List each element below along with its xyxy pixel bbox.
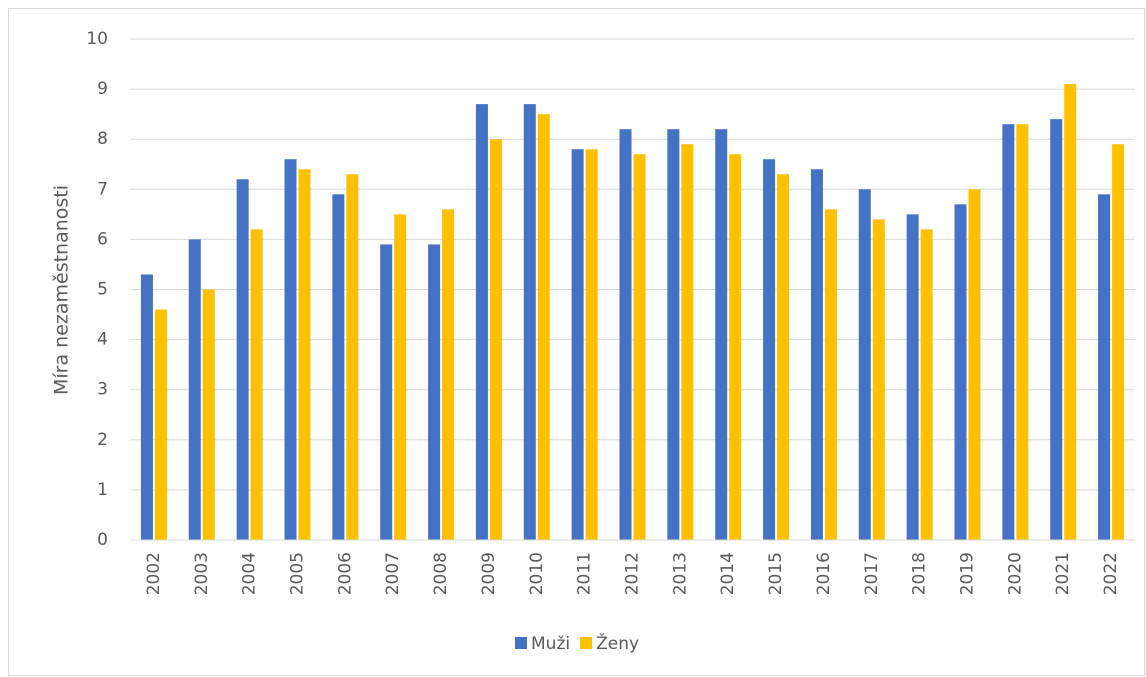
x-tick-label: 2007: [383, 552, 403, 595]
x-tick-label: 2005: [288, 552, 308, 595]
bar: [332, 194, 345, 540]
y-tick-label: 8: [97, 129, 108, 149]
bar: [777, 174, 790, 540]
y-tick-label: 5: [97, 280, 108, 300]
y-tick-label: 9: [97, 79, 108, 99]
x-tick-label: 2013: [670, 552, 690, 595]
bar: [906, 214, 919, 540]
bar: [810, 169, 823, 540]
bar: [585, 149, 598, 540]
bar: [715, 129, 728, 540]
x-tick-label: 2010: [527, 552, 547, 595]
bar: [284, 159, 297, 541]
bar: [250, 229, 263, 540]
y-tick-label: 6: [97, 229, 108, 249]
bar: [920, 229, 933, 540]
bar: [475, 104, 488, 540]
legend-label: Muži: [531, 634, 570, 654]
x-tick-label: 2017: [862, 552, 882, 595]
bar: [667, 129, 680, 540]
y-tick-label: 4: [97, 330, 108, 350]
bar: [729, 154, 742, 541]
x-tick-label: 2012: [623, 552, 643, 595]
bar: [763, 159, 776, 541]
bar: [1016, 124, 1029, 541]
bar: [346, 174, 359, 540]
x-tick-label: 2020: [1005, 552, 1025, 595]
y-tick-label: 2: [97, 430, 108, 450]
bar: [489, 139, 502, 540]
x-tick-label: 2002: [144, 552, 164, 595]
y-axis-title: Míra nezaměstnanosti: [51, 185, 73, 395]
y-tick-label: 7: [97, 179, 108, 199]
bar: [633, 154, 646, 541]
y-tick-label: 0: [97, 530, 108, 550]
y-tick-label: 10: [86, 29, 108, 49]
bar: [968, 189, 981, 541]
legend-swatch: [580, 637, 593, 649]
legend-label: Ženy: [596, 632, 639, 654]
legend-swatch: [515, 637, 527, 649]
x-tick-label: 2006: [335, 552, 355, 595]
bar: [140, 274, 153, 540]
bar: [1050, 119, 1063, 540]
x-tick-label: 2004: [240, 552, 260, 595]
bar: [380, 244, 393, 540]
bar: [442, 209, 455, 540]
y-tick-label: 1: [97, 480, 108, 500]
x-tick-label: 2011: [575, 552, 595, 595]
bar: [571, 149, 584, 540]
x-tick-label: 2009: [479, 552, 499, 595]
bar: [1064, 84, 1077, 540]
bar: [1002, 124, 1015, 541]
x-tick-label: 2015: [766, 552, 786, 595]
x-tick-label: 2022: [1101, 552, 1121, 595]
bar: [1112, 144, 1125, 540]
x-tick-label: 2003: [192, 552, 212, 595]
x-tick-label: 2018: [910, 552, 930, 595]
x-tick-label: 2021: [1053, 552, 1073, 595]
x-tick-label: 2019: [958, 552, 978, 595]
bar: [858, 189, 871, 541]
bar: [1098, 194, 1111, 540]
bar: [188, 239, 201, 540]
x-tick-label: 2014: [718, 552, 738, 595]
bar: [236, 179, 249, 540]
y-tick-label: 3: [97, 380, 108, 400]
bar: [537, 114, 550, 541]
bar: [154, 309, 167, 540]
bar: [428, 244, 441, 540]
x-tick-label: 2008: [431, 552, 451, 595]
bar: [202, 289, 215, 540]
bar: [681, 144, 694, 540]
bar: [954, 204, 967, 540]
x-tick-label: 2016: [814, 552, 834, 595]
bar: [394, 214, 407, 540]
bar: [523, 104, 536, 540]
bar: [824, 209, 837, 540]
bar: [619, 129, 632, 540]
bar: [872, 219, 885, 541]
bar: [298, 169, 311, 540]
